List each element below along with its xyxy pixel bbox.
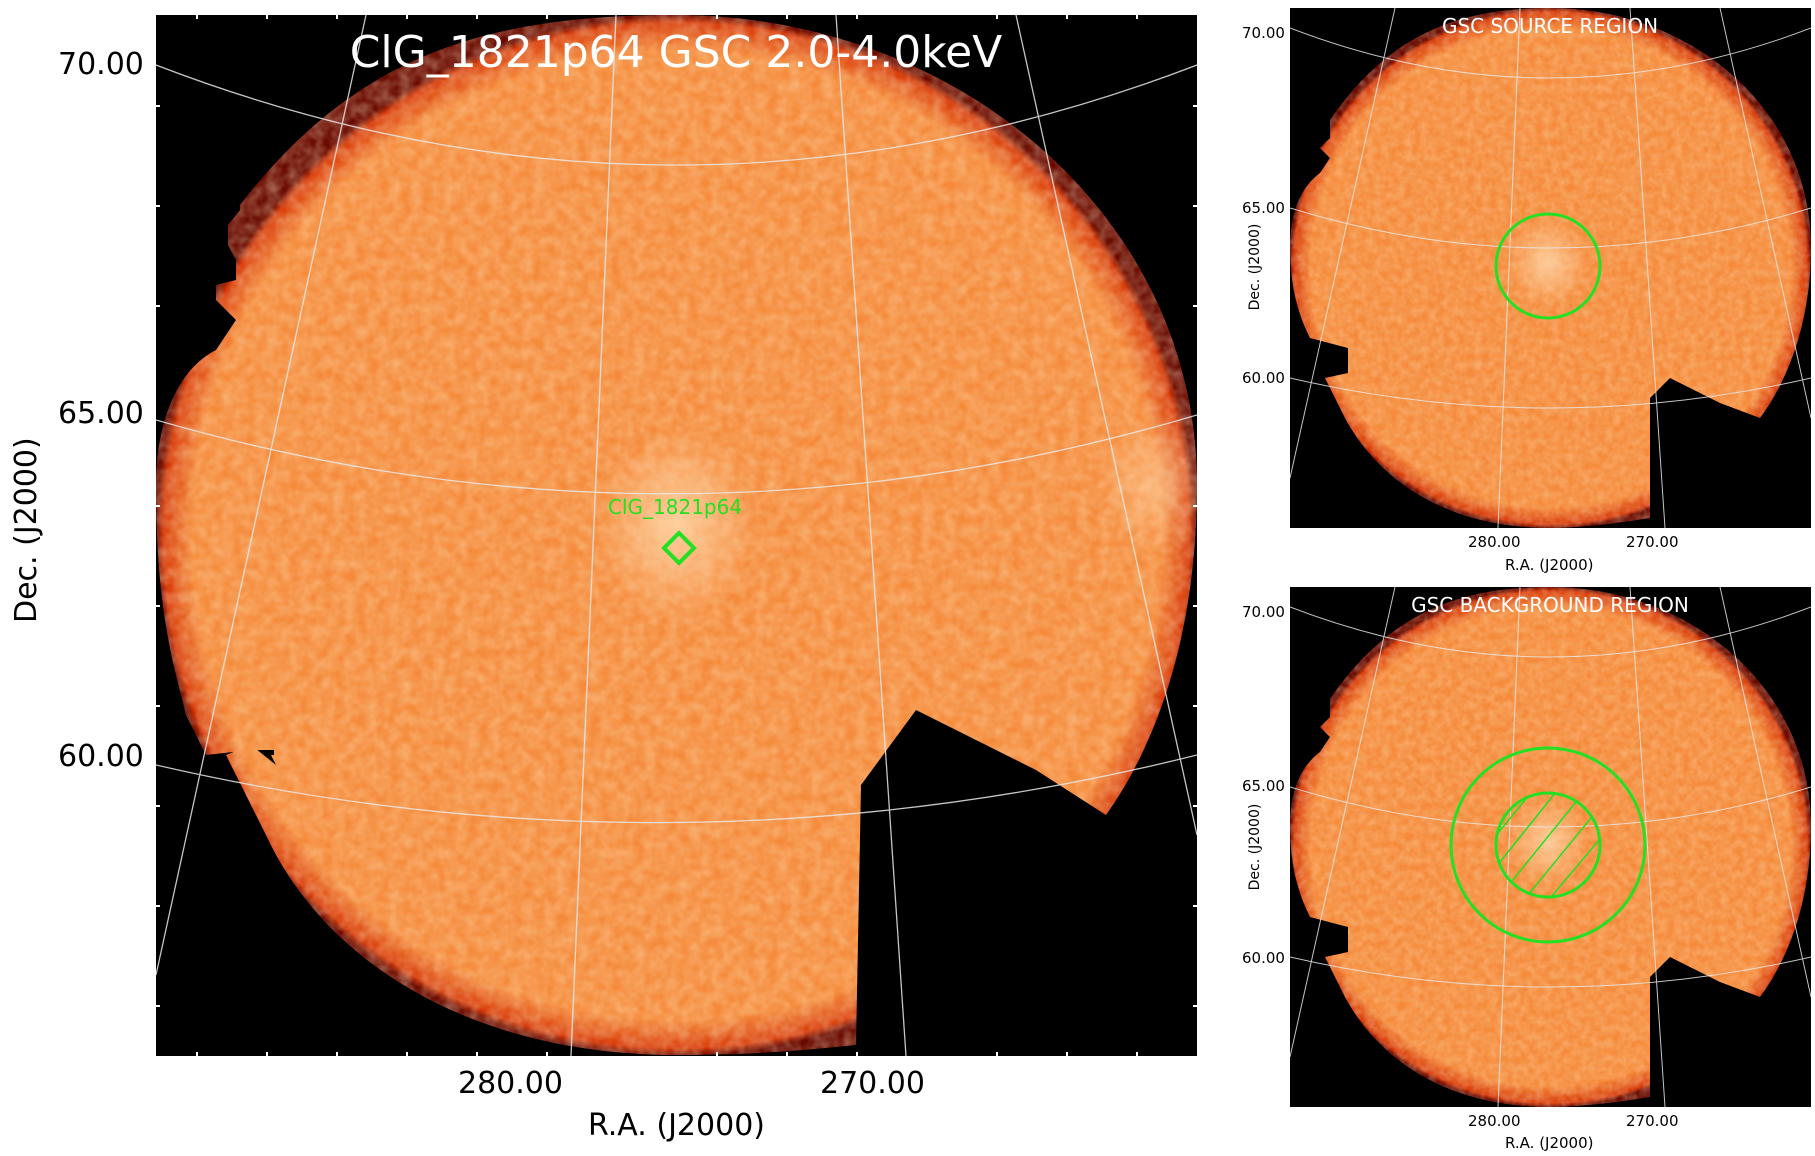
- source-xtick-280: 280.00: [1468, 533, 1521, 551]
- background-ytick-70: 70.00: [1242, 603, 1285, 621]
- background-ytick-65: 65.00: [1242, 777, 1285, 795]
- main-frame-ticks: [156, 15, 1197, 1056]
- background-panel-title: GSC BACKGROUND REGION: [1411, 593, 1689, 617]
- background-outer-circle: [1449, 746, 1647, 944]
- main-xtick-280: 280.00: [458, 1066, 563, 1101]
- source-region-circle: [1494, 212, 1602, 320]
- main-xtick-270: 270.00: [820, 1066, 925, 1101]
- background-ytick-60: 60.00: [1242, 949, 1285, 967]
- source-ytick-60: 60.00: [1242, 369, 1285, 387]
- main-xlabel: R.A. (J2000): [588, 1108, 765, 1143]
- source-image-frame: GSC SOURCE REGION: [1290, 8, 1811, 528]
- source-ylabel: Dec. (J2000): [1247, 223, 1263, 311]
- background-xtick-270: 270.00: [1626, 1112, 1679, 1130]
- source-xtick-270: 270.00: [1626, 533, 1679, 551]
- main-title: ClG_1821p64 GSC 2.0-4.0keV: [349, 27, 1003, 78]
- source-panel-title: GSC SOURCE REGION: [1441, 14, 1659, 38]
- background-image-frame: GSC BACKGROUND REGION: [1290, 587, 1811, 1107]
- main-ylabel: Dec. (J2000): [9, 437, 44, 623]
- main-image-frame: ClG_1821p64 GSC 2.0-4.0keV ClG_1821p64: [156, 15, 1197, 1056]
- main-ytick-65: 65.00: [58, 396, 144, 431]
- main-xray-image: [156, 15, 1197, 1056]
- source-coordinate-grid: [1290, 8, 1811, 528]
- background-xray-image: [1290, 587, 1811, 1107]
- background-excluded-circle: [1494, 791, 1602, 899]
- main-ytick-70: 70.00: [58, 47, 144, 82]
- source-ytick-70: 70.00: [1242, 24, 1285, 42]
- background-coordinate-grid: [1290, 587, 1811, 1107]
- background-xtick-280: 280.00: [1468, 1112, 1521, 1130]
- source-label: ClG_1821p64: [608, 495, 743, 519]
- background-xlabel: R.A. (J2000): [1505, 1134, 1594, 1152]
- source-ytick-65: 65.00: [1242, 199, 1285, 217]
- main-ytick-60: 60.00: [58, 739, 144, 774]
- source-xray-image: [1290, 8, 1811, 528]
- source-diamond-marker: [661, 530, 697, 566]
- background-ylabel: Dec. (J2000): [1247, 803, 1263, 891]
- main-coordinate-grid: [156, 15, 1197, 1056]
- source-xlabel: R.A. (J2000): [1505, 556, 1594, 574]
